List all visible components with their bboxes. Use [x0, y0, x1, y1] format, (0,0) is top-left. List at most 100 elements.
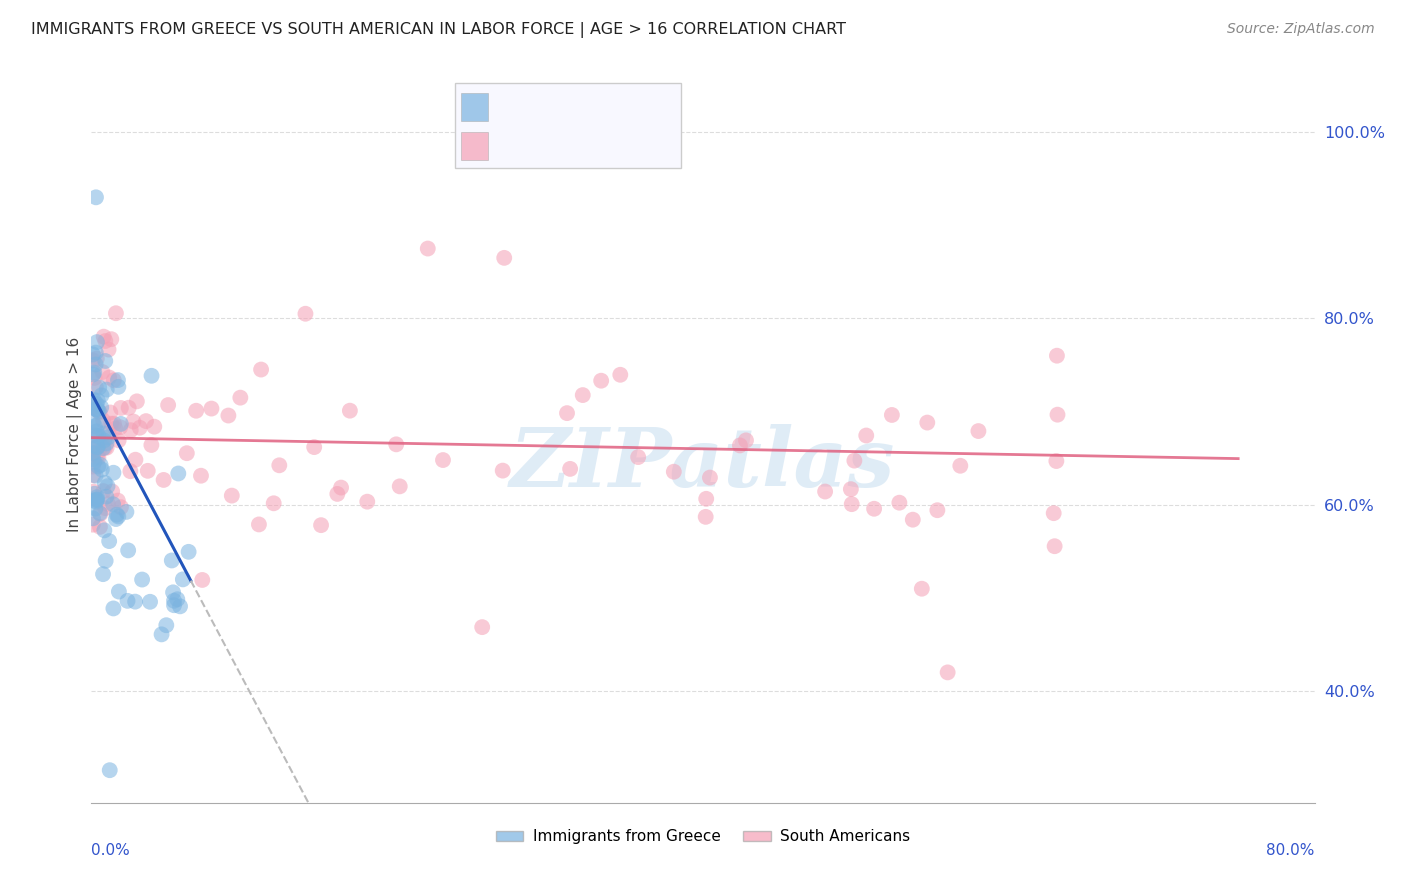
Point: [101, 484, 124, 499]
Point: [103, 601, 125, 615]
Point: [86, 351, 108, 366]
Point: [86, 492, 108, 507]
Point: [217, 409, 239, 423]
Point: [330, 481, 353, 495]
Point: [294, 307, 316, 321]
Point: [82, 347, 104, 361]
Point: [103, 373, 125, 387]
Point: [105, 508, 128, 522]
Point: [103, 466, 125, 480]
Text: -0.026: -0.026: [537, 133, 599, 151]
Point: [90, 462, 112, 476]
Point: [1046, 408, 1069, 422]
Point: [155, 618, 177, 632]
Point: [190, 468, 212, 483]
Point: [84, 468, 107, 483]
Point: [571, 388, 593, 402]
Point: [87, 440, 110, 454]
Y-axis label: In Labor Force | Age > 16: In Labor Force | Age > 16: [67, 337, 83, 533]
Point: [695, 509, 717, 524]
Point: [839, 482, 862, 496]
Point: [1045, 454, 1067, 468]
Point: [471, 620, 494, 634]
Point: [339, 403, 361, 417]
Point: [84, 380, 107, 394]
Point: [84, 402, 107, 417]
Point: [96, 479, 118, 493]
Point: [110, 401, 132, 415]
Point: [186, 403, 208, 417]
Text: -0.408: -0.408: [537, 96, 599, 114]
Point: [82, 401, 104, 415]
Point: [89, 405, 111, 419]
Point: [855, 428, 877, 442]
Point: [97, 430, 120, 444]
Point: [87, 404, 110, 418]
Point: [89, 507, 111, 521]
Point: [118, 401, 141, 415]
Point: [83, 455, 105, 469]
Point: [609, 368, 631, 382]
Point: [82, 353, 104, 368]
Point: [917, 416, 939, 430]
Point: [124, 452, 146, 467]
Point: [104, 306, 127, 320]
Point: [927, 503, 949, 517]
Point: [94, 441, 117, 455]
Point: [949, 458, 972, 473]
Point: [844, 453, 866, 467]
Point: [87, 417, 110, 432]
Point: [83, 487, 105, 501]
Point: [936, 665, 959, 680]
Point: [141, 368, 163, 383]
Point: [494, 251, 516, 265]
Point: [84, 441, 107, 455]
Point: [96, 383, 118, 397]
Point: [98, 405, 121, 419]
Point: [84, 358, 107, 372]
Point: [91, 441, 114, 455]
Point: [191, 573, 214, 587]
Point: [125, 394, 148, 409]
Point: [100, 417, 122, 431]
Point: [108, 584, 131, 599]
Point: [83, 392, 105, 407]
Point: [269, 458, 291, 473]
Text: 85: 85: [645, 96, 669, 114]
Point: [93, 329, 115, 343]
Point: [160, 553, 183, 567]
Point: [1043, 539, 1066, 553]
Text: 80.0%: 80.0%: [1267, 843, 1315, 858]
Point: [86, 490, 108, 504]
Point: [157, 398, 180, 412]
Point: [967, 424, 990, 438]
Point: [385, 437, 408, 451]
Point: [89, 506, 111, 520]
Point: [101, 497, 124, 511]
Point: [84, 429, 107, 443]
Bar: [461, 132, 488, 160]
Point: [814, 484, 837, 499]
Point: [97, 497, 120, 511]
Point: [699, 470, 721, 484]
Point: [82, 368, 104, 382]
Point: [98, 370, 121, 384]
Point: [98, 763, 121, 777]
Point: [91, 567, 114, 582]
Point: [82, 468, 104, 483]
Point: [120, 423, 142, 437]
Point: [87, 459, 110, 474]
Point: [97, 343, 120, 357]
Point: [695, 491, 717, 506]
Point: [388, 479, 411, 493]
Point: [90, 388, 112, 402]
Point: [162, 585, 184, 599]
Text: R =: R =: [495, 133, 533, 151]
Point: [86, 402, 108, 417]
Point: [82, 511, 104, 525]
Point: [166, 592, 188, 607]
Point: [83, 493, 105, 508]
Point: [94, 475, 117, 490]
Point: [128, 420, 150, 434]
Point: [93, 434, 115, 448]
